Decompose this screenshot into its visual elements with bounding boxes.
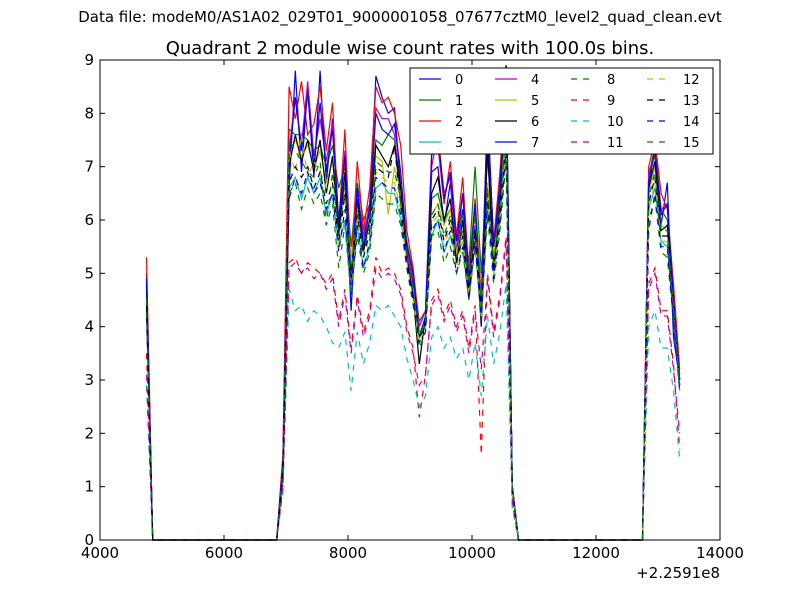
legend-box [409,67,714,155]
legend-label-1: 1 [455,94,463,109]
series-line-15 [145,129,681,541]
x-axis-offset-label: +2.2591e8 [636,564,720,582]
x-tick-label: 12000 [572,544,620,562]
legend-label-15: 15 [683,136,700,151]
series-line-8 [145,161,681,541]
y-tick-label: 6 [84,211,94,229]
x-tick-label: 6000 [205,544,243,562]
y-tick-label: 2 [84,424,94,442]
legend-label-10: 10 [607,115,624,130]
series-line-14 [145,150,681,541]
legend-label-13: 13 [683,94,700,109]
series-line-10 [145,283,681,541]
series-line-5 [145,123,681,541]
x-tick-label: 10000 [448,544,496,562]
legend-label-7: 7 [531,136,539,151]
legend-label-9: 9 [607,94,615,109]
plot-frame [99,59,721,541]
series-line-12 [145,134,681,541]
legend-label-2: 2 [455,115,463,130]
y-tick-label: 3 [84,371,94,389]
y-tick-label: 9 [84,51,94,69]
legend-label-3: 3 [455,136,463,151]
y-tick-label: 0 [84,531,94,549]
series-line-3 [145,145,681,541]
x-tick-label: 8000 [329,544,367,562]
legend-label-14: 14 [683,115,700,130]
legend-label-5: 5 [531,94,539,109]
legend-label-4: 4 [531,73,539,88]
x-tick-label: 4000 [81,544,119,562]
y-tick-label: 1 [84,478,94,496]
y-tick-label: 7 [84,158,94,176]
series-line-11 [145,241,681,541]
series-line-1 [145,107,681,541]
legend-label-8: 8 [607,73,615,88]
y-tick-label: 8 [84,104,94,122]
series-line-13 [145,134,681,541]
legend-label-0: 0 [455,73,463,88]
y-tick-label: 4 [84,318,94,336]
x-tick-label: 14000 [696,544,744,562]
legend-label-11: 11 [607,136,624,151]
legend-label-12: 12 [683,73,700,88]
y-tick-label: 5 [84,264,94,282]
plot-lines [145,65,681,541]
legend-label-6: 6 [531,115,539,130]
chart-title: Quadrant 2 module wise count rates with … [166,38,655,59]
figure-suptitle: Data file: modeM0/AS1A02_029T01_90000010… [78,8,722,26]
